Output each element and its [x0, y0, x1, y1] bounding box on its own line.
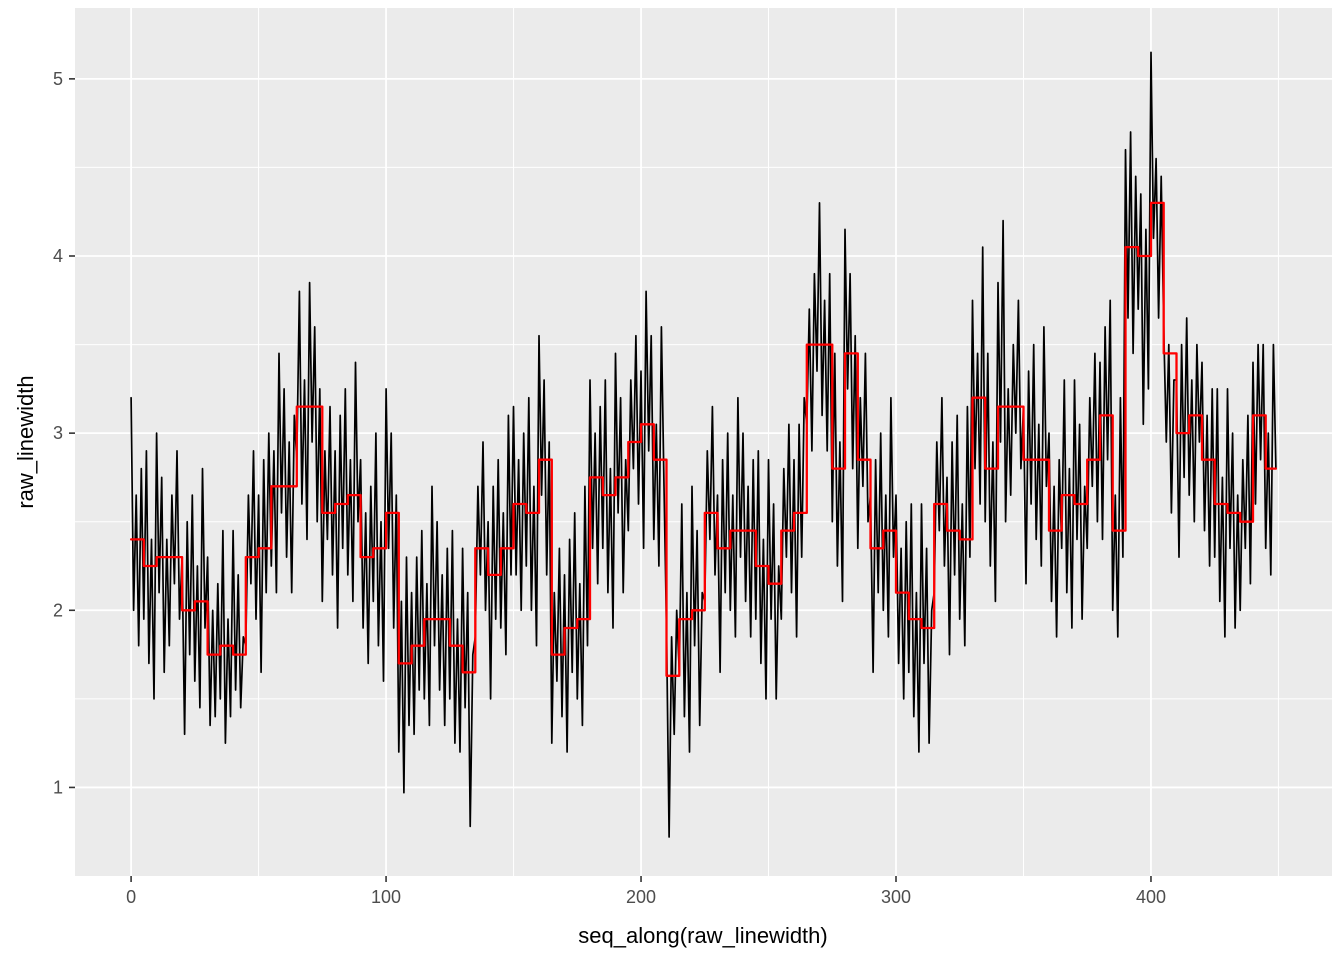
y-tick-label: 2 [53, 600, 63, 620]
y-tick-label: 3 [53, 423, 63, 443]
y-tick-label: 5 [53, 69, 63, 89]
plot-panel [75, 8, 1332, 876]
series-running_median_smoother-line [129, 201, 1278, 677]
y-tick-label: 1 [53, 777, 63, 797]
series-raw_linewidth-line [130, 51, 1277, 838]
x-tick-label: 300 [881, 887, 911, 907]
x-tick-label: 100 [371, 887, 401, 907]
x-tick-label: 0 [126, 887, 136, 907]
x-tick-label: 400 [1136, 887, 1166, 907]
x-axis-title: seq_along(raw_linewidth) [578, 923, 828, 948]
y-axis-title: raw_linewidth [13, 375, 38, 509]
x-tick-label: 200 [626, 887, 656, 907]
y-tick-label: 4 [53, 246, 63, 266]
